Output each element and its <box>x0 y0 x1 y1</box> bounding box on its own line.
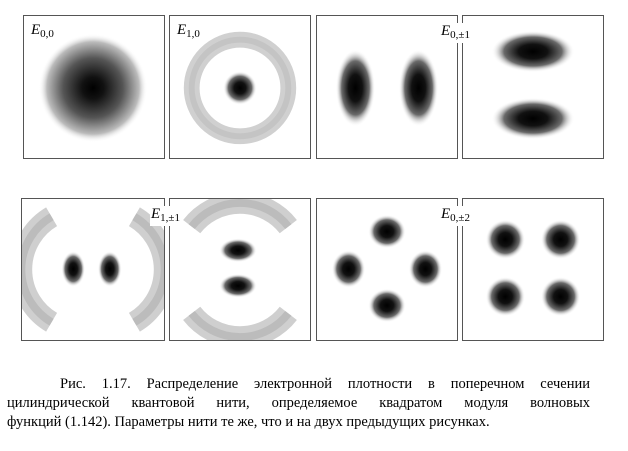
panel-e10: E1,0 <box>169 15 311 159</box>
panel-e1pm1-a <box>21 198 165 341</box>
panel-e0pm2-a <box>316 198 458 341</box>
label-e1pm1: E1,±1 <box>150 206 181 226</box>
caption-line-1: Рис. 1.17. Распределение электронной пло… <box>60 376 590 392</box>
density-plot-e00 <box>38 33 148 143</box>
density-plot-e0pm2-b <box>485 219 581 317</box>
density-plot-e0pm1-b <box>491 30 575 140</box>
density-plot-e1pm1-b <box>183 199 297 340</box>
caption-line-2: цилиндрической квантовой нити, определяе… <box>7 395 590 411</box>
caption-line-3: функций (1.142). Параметры нити те же, ч… <box>7 414 490 430</box>
density-plot-e10 <box>183 31 297 145</box>
label-e0pm1: E0,±1 <box>440 23 471 43</box>
panel-e0pm1-a <box>316 15 458 159</box>
density-plot-e0pm1-a <box>335 49 439 127</box>
figure-caption: Рис. 1.17. Распределение электронной пло… <box>7 375 590 432</box>
label-e0pm2: E0,±2 <box>440 206 471 226</box>
label-e00: E0,0 <box>30 22 55 42</box>
panel-e1pm1-b <box>169 198 311 341</box>
label-e10: E1,0 <box>176 22 201 42</box>
panel-e00: E0,0 <box>23 15 165 159</box>
density-plot-e0pm2-a <box>331 214 443 323</box>
panel-e0pm1-b <box>462 15 604 159</box>
panel-e0pm2-b <box>462 198 604 341</box>
density-plot-e1pm1-a <box>22 207 164 332</box>
